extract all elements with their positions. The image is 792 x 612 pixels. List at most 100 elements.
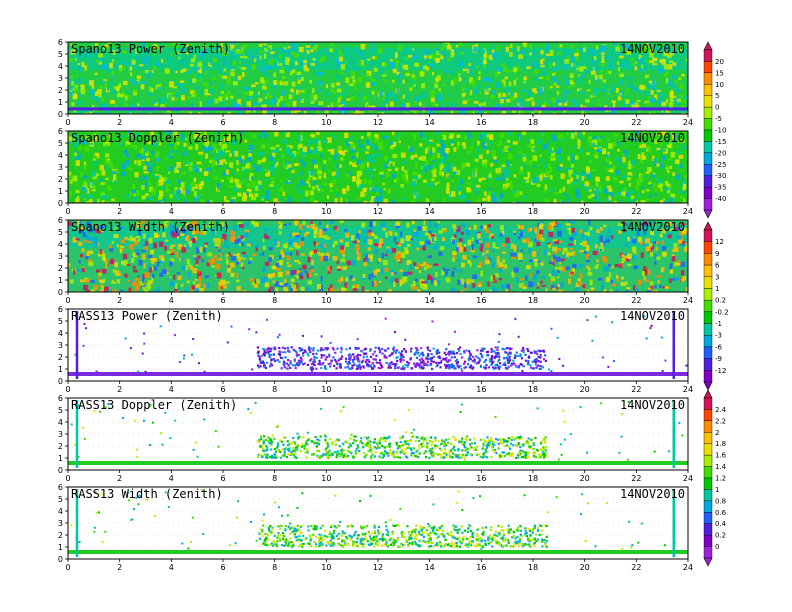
data-cell [151, 161, 154, 167]
data-cell [392, 68, 397, 73]
data-cell [193, 197, 198, 202]
data-cell [363, 95, 368, 101]
data-point [480, 349, 483, 352]
data-cell [266, 178, 271, 181]
data-cell [616, 276, 619, 283]
data-cell [186, 258, 190, 264]
data-cell [106, 69, 110, 73]
data-cell [585, 265, 590, 269]
data-cell [224, 244, 229, 248]
data-point [442, 357, 445, 361]
data-cell [459, 110, 465, 114]
data-cell [270, 91, 273, 96]
data-cell [316, 72, 322, 76]
data-cell [520, 278, 524, 281]
data-cell [641, 64, 644, 71]
data-point [524, 359, 527, 362]
data-point [497, 360, 500, 363]
data-point [556, 336, 559, 339]
data-cell [134, 48, 138, 54]
data-point [262, 442, 265, 445]
data-cell [278, 230, 282, 235]
data-cell [547, 141, 550, 145]
data-point [426, 364, 429, 367]
data-cell [180, 181, 185, 188]
data-cell [396, 71, 400, 76]
data-cell [192, 281, 195, 285]
data-cell [485, 250, 489, 253]
data-cell [125, 164, 129, 168]
data-cell [530, 139, 535, 145]
data-cell [419, 241, 425, 245]
data-cell [250, 55, 253, 59]
data-point [272, 353, 275, 356]
data-cell [317, 187, 321, 191]
data-cell [490, 276, 496, 282]
data-point [297, 362, 300, 365]
data-cell [155, 173, 159, 177]
data-cell [686, 174, 688, 177]
x-tick-label: 8 [272, 296, 277, 305]
data-cell [159, 97, 165, 104]
data-cell [656, 163, 660, 167]
data-point [514, 364, 517, 367]
data-cell [404, 179, 410, 184]
data-cell [146, 282, 151, 289]
data-cell [429, 265, 432, 268]
data-cell [359, 111, 365, 114]
data-cell [414, 154, 418, 158]
data-cell [206, 262, 210, 267]
data-cell [309, 251, 313, 257]
data-cell [654, 285, 657, 289]
data-point [335, 360, 338, 363]
data-cell [144, 181, 148, 187]
data-cell [320, 243, 324, 248]
data-cell [225, 199, 230, 203]
data-cell [74, 84, 78, 90]
data-cell [238, 180, 244, 184]
data-cell [324, 110, 329, 114]
data-cell [282, 90, 286, 95]
data-cell [353, 176, 356, 179]
data-cell [395, 60, 400, 64]
data-cell [339, 54, 343, 58]
data-cell [429, 92, 435, 96]
data-point [257, 354, 260, 357]
data-cell [133, 237, 137, 243]
data-point [473, 358, 476, 361]
data-cell [219, 280, 225, 286]
data-point [306, 352, 309, 355]
data-cell [216, 243, 221, 247]
data-point [421, 353, 424, 356]
data-cell [156, 86, 162, 91]
data-cell [435, 131, 441, 135]
data-cell [539, 154, 542, 157]
data-cell [558, 260, 562, 264]
data-cell [522, 42, 526, 45]
data-cell [340, 287, 345, 292]
data-cell [324, 106, 329, 109]
data-cell [187, 136, 192, 143]
data-point [265, 351, 268, 354]
data-point [519, 354, 522, 358]
data-cell [451, 103, 456, 107]
data-point [369, 349, 372, 352]
data-cell [483, 163, 488, 168]
data-cell [150, 131, 155, 136]
data-cell [78, 154, 81, 159]
data-point [263, 354, 266, 357]
data-point [448, 367, 451, 370]
data-cell [432, 99, 436, 106]
data-cell [336, 88, 342, 93]
data-cell [680, 241, 686, 246]
data-cell [162, 198, 167, 202]
data-cell [639, 90, 645, 94]
data-cell [146, 74, 151, 79]
data-cell [371, 232, 374, 237]
data-cell [354, 82, 357, 85]
data-cell [615, 46, 620, 52]
data-cell [671, 137, 676, 141]
data-cell [545, 53, 551, 56]
data-cell [373, 233, 376, 237]
data-cell [447, 92, 450, 97]
